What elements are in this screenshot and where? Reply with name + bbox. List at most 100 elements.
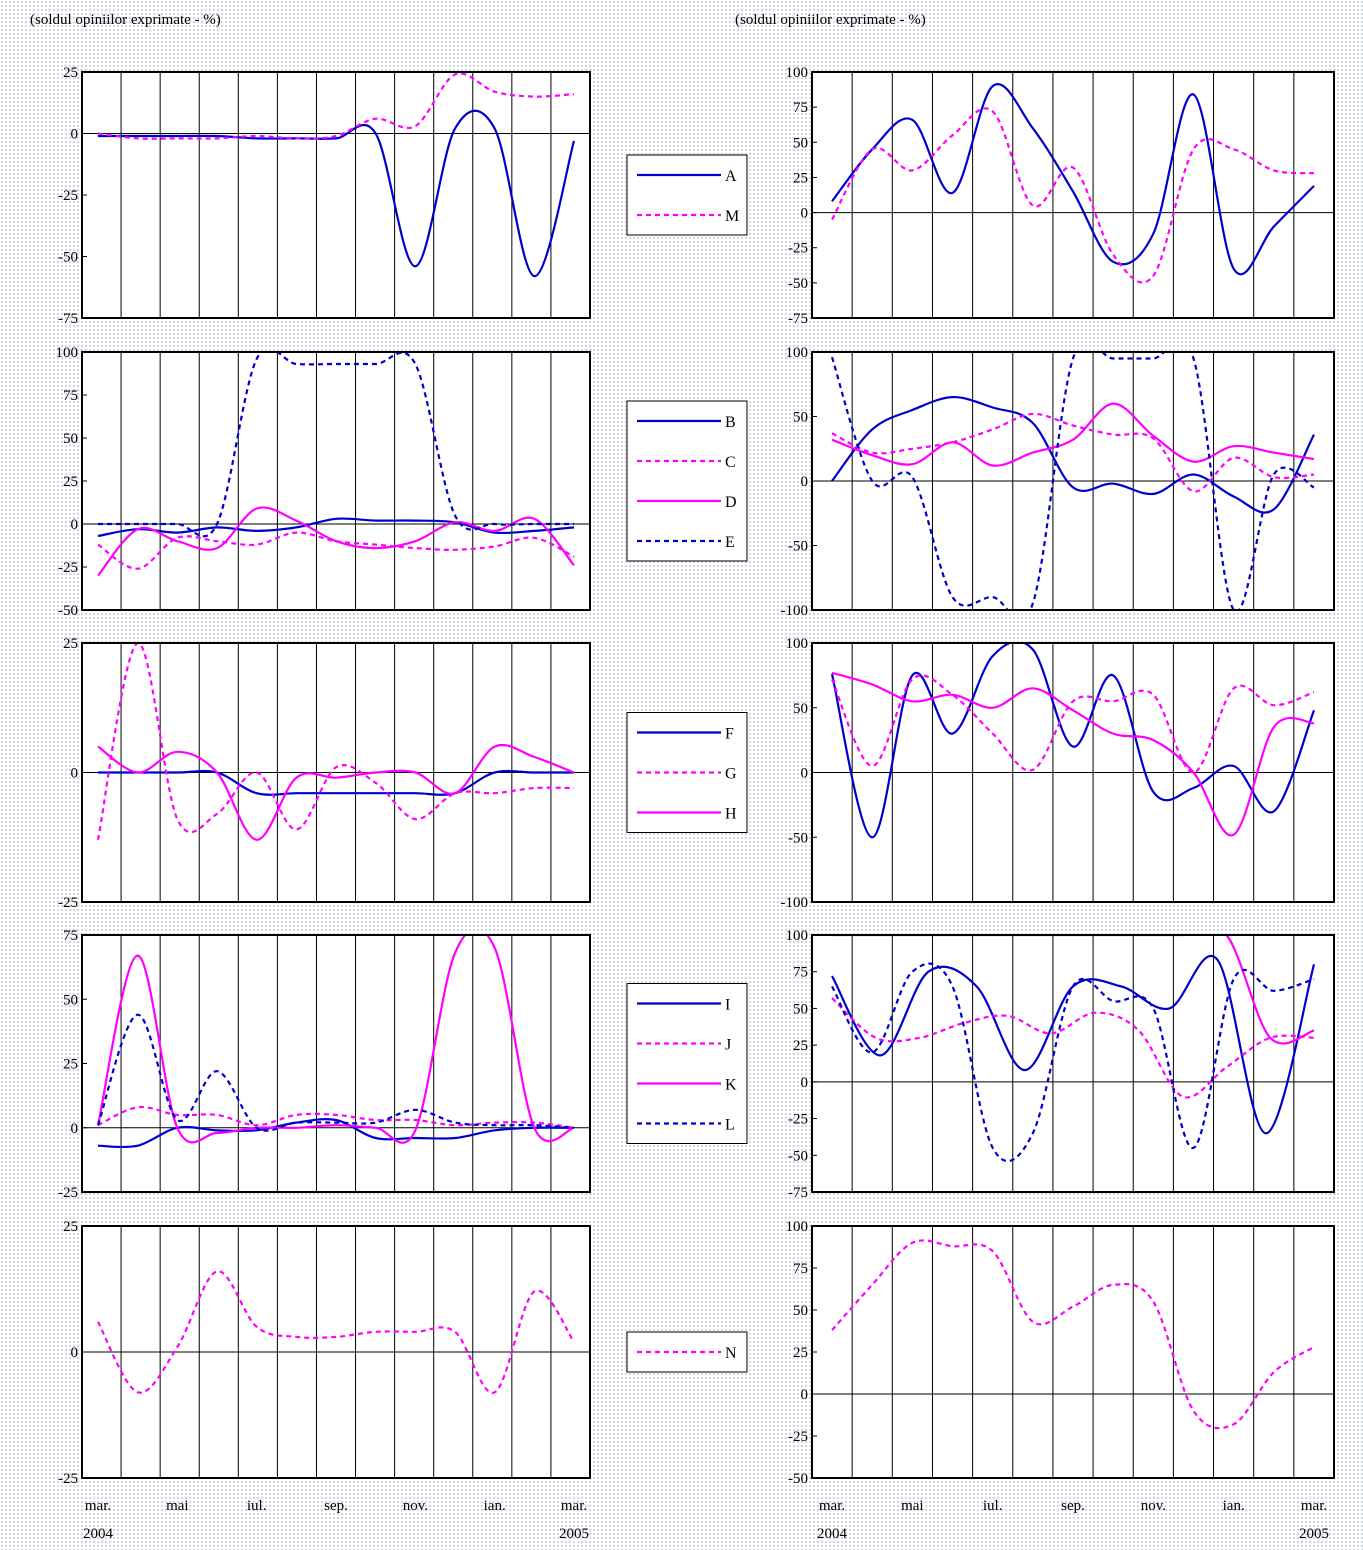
series-line-h (97, 743, 575, 841)
legend-4: I J K L (626, 983, 748, 1144)
plot-frame (811, 351, 1335, 611)
chart-L1: -75 -50 -25 0 25 (58, 65, 591, 327)
series-line-d (97, 506, 575, 577)
legend-2: B C D E (626, 400, 748, 562)
legend-label-m: M (725, 208, 739, 225)
y-tick-label: -50 (788, 1471, 808, 1487)
x-year-label: 2005 (559, 1526, 589, 1542)
y-tick-label: -25 (58, 895, 78, 911)
x-tick-label: mar. (1301, 1498, 1327, 1514)
series-line-l (831, 962, 1315, 1163)
y-tick-label: 75 (63, 388, 78, 404)
chart-L5: -25 0 25 (58, 1219, 591, 1487)
y-tick-label: 25 (63, 1219, 78, 1235)
y-tick-label: 50 (793, 1001, 808, 1017)
y-tick-label: -25 (788, 241, 808, 257)
legend-label-c: C (725, 454, 736, 471)
plot-frame (811, 71, 1335, 319)
chart-R2: -100 -50 0 50 100 (781, 345, 1335, 619)
x-tick-label: nov. (403, 1498, 428, 1514)
plot-area (82, 352, 590, 610)
y-tick-label: 25 (63, 1057, 78, 1073)
x-axis-labels: mar. 2004 mai iul. sep. nov. ian. mar. 2005 mar. 2… (83, 1498, 1329, 1542)
chart-R5: -50 -25 0 25 50 75 100 (786, 1219, 1335, 1487)
plot-frame (811, 1225, 1335, 1479)
y-tick-label: 25 (793, 1345, 808, 1361)
plot-frame (81, 642, 591, 903)
series-line-j (97, 1105, 575, 1129)
y-tick-label: -25 (788, 1112, 808, 1128)
chart-R3: -100 -50 0 50 100 (781, 636, 1335, 911)
series-line-b (97, 517, 575, 538)
chart-R4: -75 -50 -25 0 25 50 75 100 (786, 928, 1335, 1201)
y-tick-label: 0 (71, 766, 79, 782)
series-line-k (96, 934, 575, 1144)
legend-label-b: B (725, 414, 736, 431)
y-tick-label: -75 (788, 311, 808, 327)
series-line-g (831, 674, 1315, 774)
x-year-label: 2005 (1299, 1526, 1329, 1542)
x-tick-label: mar. (819, 1498, 845, 1514)
series-line-n (831, 1239, 1315, 1430)
series-line-j (831, 997, 1315, 1099)
y-tick-label: 50 (793, 410, 808, 426)
y-tick-label: -100 (781, 603, 809, 619)
charts-group: -75 -50 -25 0 25 -75 -50 -25 0 25 50 75 100 -50 -25 0 25… (56, 65, 1335, 1487)
caption-right: (soldul opiniilor exprimate - %) (735, 12, 926, 28)
plot-area (812, 1226, 1334, 1478)
y-tick-label: 50 (793, 701, 808, 717)
y-tick-label: -25 (58, 1471, 78, 1487)
series-line-a (98, 109, 576, 278)
chart-L2: -50 -25 0 25 50 75 100 (56, 345, 591, 619)
legend-label-j: J (725, 1037, 731, 1054)
y-tick-label: 50 (793, 135, 808, 151)
plot-area (82, 72, 590, 318)
series-line-n (97, 1270, 575, 1394)
y-tick-label: -75 (58, 311, 78, 327)
y-tick-label: 0 (801, 206, 809, 222)
y-tick-label: 25 (793, 1038, 808, 1054)
series-line-c (831, 412, 1315, 493)
y-tick-label: 0 (801, 1075, 809, 1091)
y-tick-label: -100 (781, 895, 809, 911)
y-tick-label: 100 (786, 345, 809, 361)
x-tick-label: nov. (1141, 1498, 1166, 1514)
y-tick-label: 0 (801, 474, 809, 490)
plot-frame (811, 934, 1335, 1193)
chart-L4: -25 0 25 50 75 (58, 928, 591, 1201)
x-tick-label: iul. (983, 1498, 1003, 1514)
plot-area (82, 935, 590, 1192)
legend-label-k: K (725, 1077, 737, 1094)
plot-area (812, 72, 1334, 318)
y-tick-label: 25 (63, 65, 78, 81)
series-line-m (97, 72, 575, 140)
series-line-f (98, 769, 574, 796)
plot-frame (81, 1225, 591, 1479)
series-line-i (831, 955, 1316, 1135)
y-tick-label: -25 (58, 560, 78, 576)
series-line-g (96, 642, 575, 841)
series-line-e (830, 351, 1315, 611)
chart-R1: -75 -50 -25 0 25 50 75 100 (786, 65, 1335, 327)
series-line-d (831, 402, 1315, 467)
plot-area (812, 935, 1334, 1192)
y-tick-label: 0 (71, 1121, 79, 1137)
legend-label-f: F (725, 726, 734, 743)
legend-3: F G H (626, 712, 748, 833)
y-tick-label: 50 (63, 992, 78, 1008)
y-tick-label: 25 (63, 474, 78, 490)
plot-frame (811, 642, 1335, 903)
legend-1: AM (626, 154, 748, 236)
y-tick-label: 0 (71, 517, 79, 533)
y-tick-label: 75 (63, 928, 78, 944)
y-tick-label: 100 (786, 65, 809, 81)
series-line-e (98, 351, 574, 538)
y-tick-label: 100 (56, 345, 79, 361)
y-tick-label: -50 (788, 276, 808, 292)
series-line-m (831, 107, 1315, 284)
y-tick-label: 50 (63, 431, 78, 447)
y-tick-label: 75 (793, 1261, 808, 1277)
legend-box (626, 154, 748, 236)
x-tick-label: sep. (324, 1498, 348, 1514)
